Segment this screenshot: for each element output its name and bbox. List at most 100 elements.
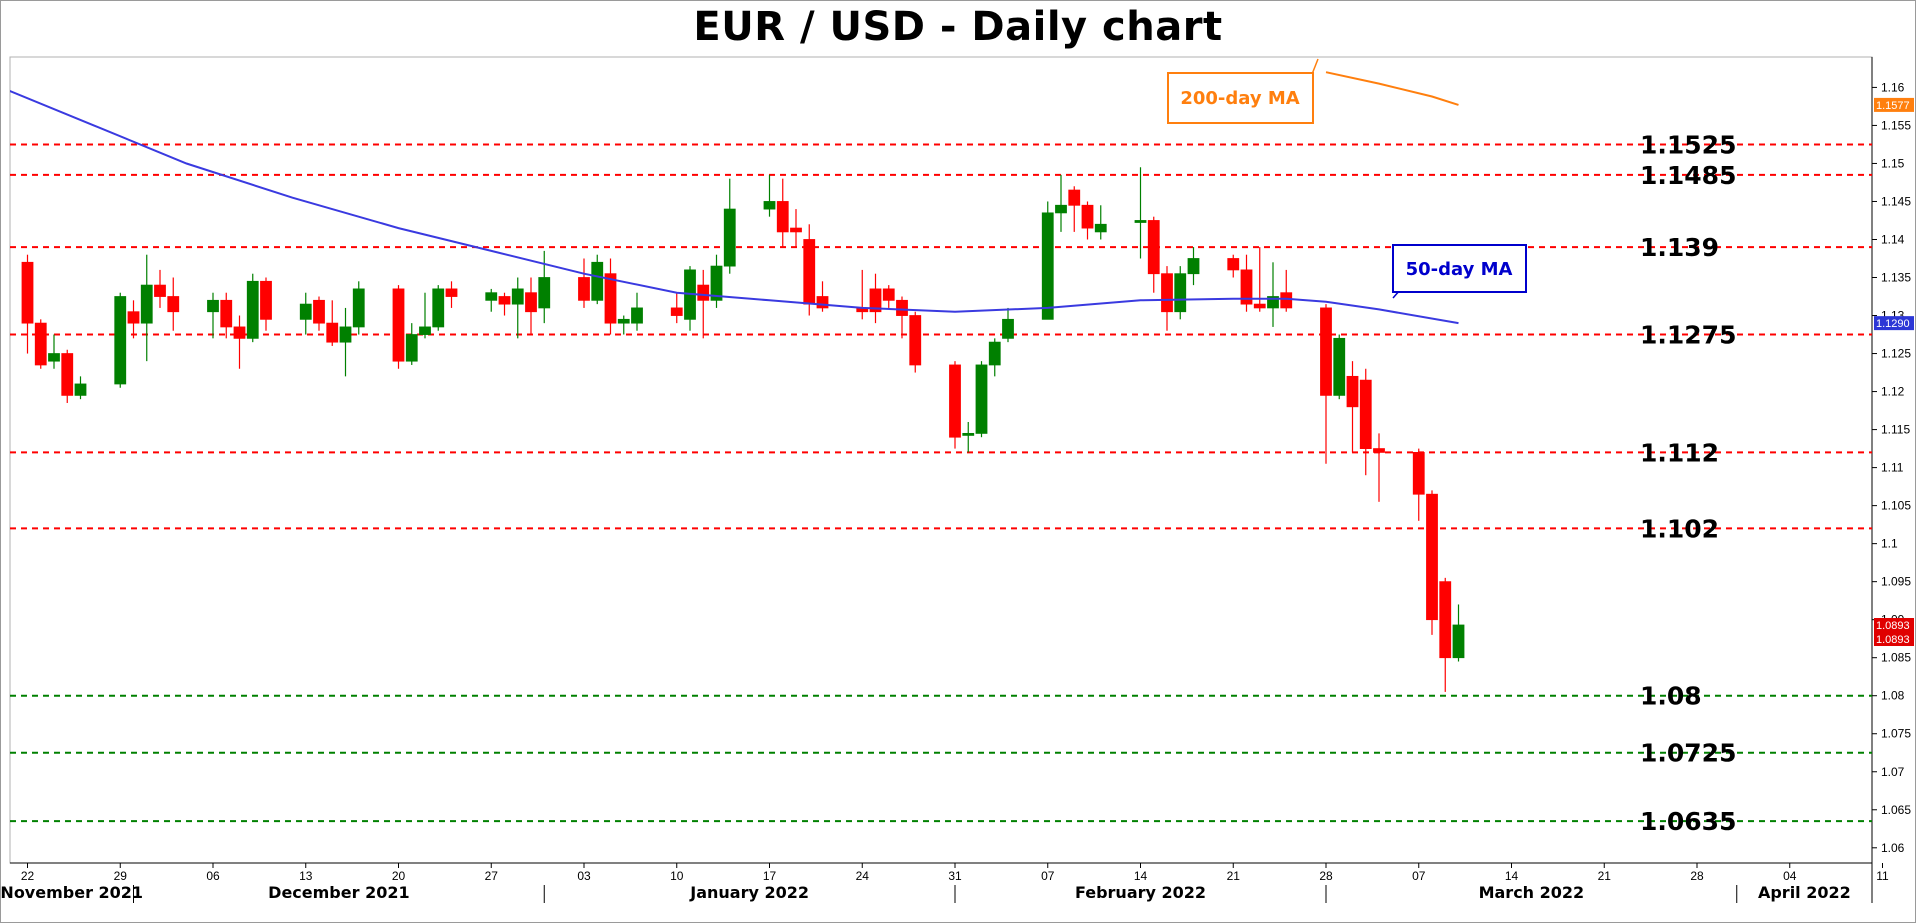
chart-title: EUR / USD - Daily chart [693,4,1223,50]
candle [591,254,604,305]
candle-body [776,201,789,233]
level-label-1.1275: 1.1275 [1640,321,1736,350]
candle [1174,266,1187,320]
candle-body [578,277,590,301]
candle [790,209,802,248]
candle-body [1359,379,1372,449]
month-label: January 2022 [689,883,809,902]
candle [697,269,710,339]
candle [48,334,60,369]
candle-body [48,353,60,362]
candle [975,361,988,438]
candle-body [1253,303,1266,309]
candle-body [34,322,47,366]
candle [1041,201,1054,320]
x-tick-label: 14 [1505,869,1519,883]
candle [604,258,617,335]
candle [896,296,908,339]
candle-body [432,288,445,328]
candle-body [260,280,272,320]
candle [233,315,246,369]
candle-body [114,296,127,385]
candle [1452,604,1465,662]
candle [1373,433,1385,502]
x-tick-label: 11 [1876,869,1889,883]
y-tick-label: 1.075 [1881,727,1911,741]
y-tick-label: 1.115 [1881,423,1910,437]
candle [74,376,87,400]
annotation-50-label: 50-day MA [1406,259,1513,280]
candle [207,292,219,339]
candle-body [1320,307,1332,396]
candle [962,421,975,453]
y-tick-label: 1.1 [1881,537,1898,551]
candle-body [1134,220,1147,223]
x-tick-label: 13 [299,869,313,883]
candle-body [74,383,87,396]
candle-body [485,292,498,301]
candle [299,292,312,335]
candle [909,311,922,373]
candle [1161,266,1173,331]
candle-body [1055,204,1067,214]
candle [803,224,816,316]
candle [167,277,180,331]
candle-body [1174,273,1187,313]
month-label: December 2021 [268,883,409,902]
candle [631,292,643,331]
y-tick-label: 1.15 [1881,156,1905,170]
candle-body [352,288,365,328]
y-tick-label: 1.07 [1881,765,1905,779]
candle [1346,361,1359,453]
candle-body [167,296,180,313]
candle [1359,368,1372,476]
x-tick-label: 28 [1690,869,1704,883]
price-tag-label: 1.1577 [1876,100,1910,112]
candle [405,323,418,365]
x-tick-label: 21 [1227,869,1241,883]
candle [114,292,127,388]
candle [882,285,895,308]
candle-body [1081,204,1094,229]
candle-body [1002,318,1014,339]
level-label-1.112: 1.112 [1640,438,1719,467]
candle-body [670,307,683,316]
candle-body [246,280,259,339]
candle-body [1426,493,1438,621]
candle-body [1439,581,1452,659]
candle [140,254,153,362]
y-tick-label: 1.125 [1881,347,1911,361]
plot-area [9,56,1873,864]
candle [1267,262,1279,327]
level-label-1.0635: 1.0635 [1640,807,1736,836]
candle-body [1094,223,1107,233]
x-tick-label: 22 [21,869,35,883]
candle-body [299,303,312,320]
candle [1147,216,1160,293]
candle [1134,167,1147,259]
candle [127,300,140,339]
candle-body [1346,375,1359,408]
candle-body [1041,212,1054,320]
y-tick-label: 1.095 [1881,575,1911,589]
candle-body [419,326,431,335]
candle-body [631,307,643,324]
candle-body [1240,269,1253,305]
ma200-line [1325,71,1459,106]
candle [246,273,259,343]
x-tick-label: 20 [392,869,406,883]
candle-body [790,227,802,233]
candle-body [1147,220,1160,275]
candle-body [604,273,617,324]
y-tick-label: 1.16 [1881,80,1905,94]
candle [710,254,723,308]
candle-body [710,265,723,301]
y-tick-label: 1.065 [1881,803,1911,817]
candle-body [949,364,961,438]
candle-body [591,261,604,301]
x-tick-label: 14 [1134,869,1148,883]
candle [816,281,829,312]
y-tick-label: 1.135 [1881,271,1911,285]
candle [988,338,1001,377]
month-label: November 2021 [0,883,143,902]
